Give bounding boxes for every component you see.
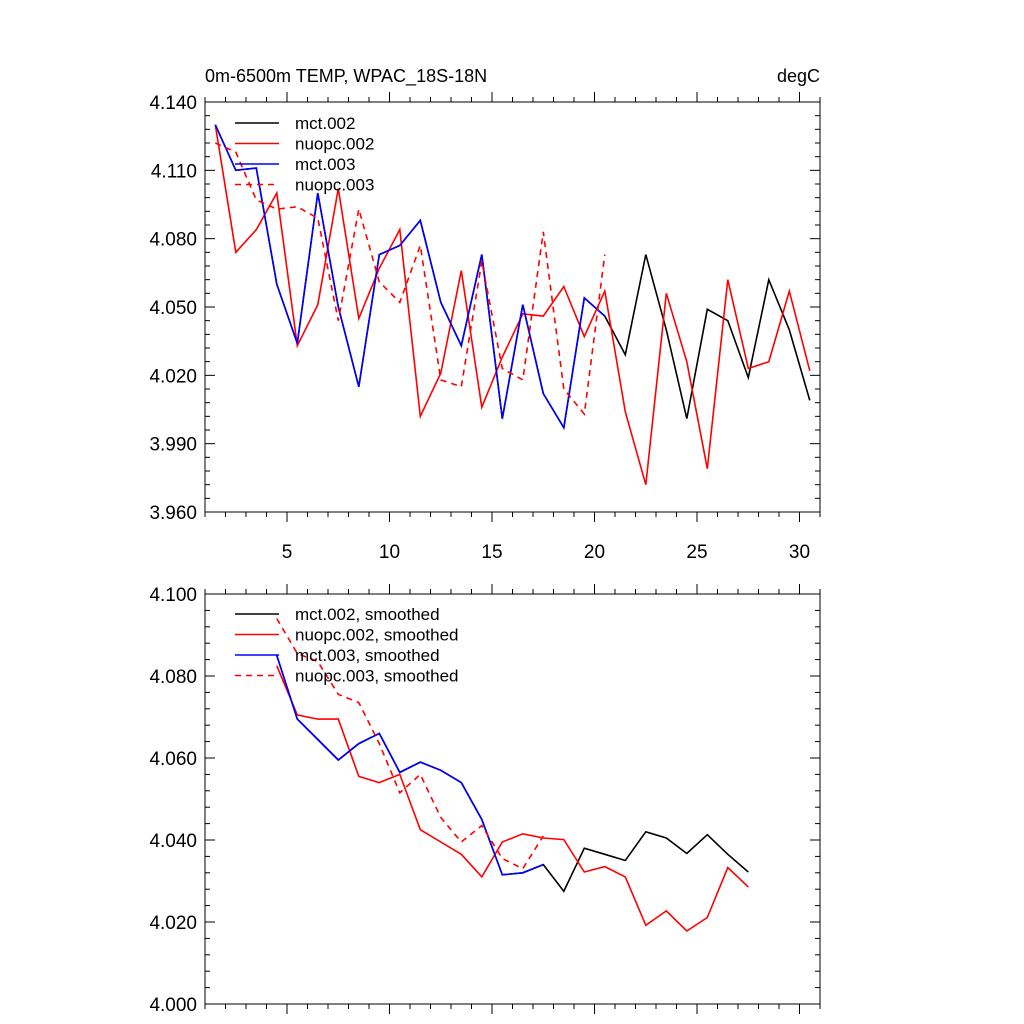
series-line-mct-003-smoothed	[276, 655, 544, 876]
series-line-nuopc-003-smoothed	[276, 618, 544, 870]
bottom-panel: 4.000 4.020 4.040 4.060 4.080 4.100 mct.002, …	[149, 584, 821, 1016]
y-tick-label: 4.110	[151, 161, 197, 182]
x-tick-label: 20	[584, 542, 605, 563]
x-tick-label: 10	[379, 542, 400, 563]
y-tick-label: 3.990	[149, 435, 197, 456]
series-line-nuopc-002-smoothed	[276, 665, 749, 933]
legend-label: mct.003, smoothed	[295, 646, 440, 665]
y-tick-label: 4.060	[149, 749, 197, 770]
y-tick-label: 4.080	[149, 667, 197, 688]
x-tick-label: 25	[686, 542, 707, 563]
y-tick-label: 4.020	[149, 913, 197, 934]
legend-label: mct.003	[295, 155, 355, 174]
x-tick-label: 15	[481, 542, 502, 563]
y-tick-label: 4.000	[149, 995, 197, 1016]
y-tick-label: 4.140	[149, 93, 197, 114]
bottom-panel-legend: mct.002, smoothed nuopc.002, smoothedmct.…	[235, 605, 459, 686]
y-tick-label: 4.050	[149, 298, 197, 319]
top-panel-series	[214, 124, 811, 485]
top-panel-title: 0m-6500m TEMP, WPAC_18S-18N	[205, 66, 487, 87]
x-tick-label: 30	[789, 542, 810, 563]
series-line-nuopc-003	[214, 142, 606, 417]
y-tick-label: 3.960	[149, 503, 197, 524]
series-line-mct-003	[214, 124, 606, 430]
legend-label: mct.002	[295, 114, 355, 133]
x-tick-label: 5	[282, 542, 293, 563]
legend-label: nuopc.003	[295, 176, 374, 195]
y-tick-label: 4.040	[149, 831, 197, 852]
legend-label: nuopc.002	[295, 135, 374, 154]
top-panel-axes: 3.960 3.990 4.020 4.050 4.080 4.110 4.140 5 10 15…	[149, 92, 821, 563]
legend-label: nuopc.002, smoothed	[295, 626, 459, 645]
legend-label: nuopc.003, smoothed	[295, 667, 459, 686]
top-panel: 0m-6500m TEMP, WPAC_18S-18N degC 3.9603.…	[149, 66, 821, 563]
bottom-panel-series	[276, 618, 749, 933]
y-tick-label: 4.020	[149, 366, 197, 387]
y-tick-label: 4.100	[149, 585, 197, 606]
bottom-panel-axes: 4.000 4.020 4.040 4.060 4.080 4.100	[149, 584, 821, 1016]
top-panel-units: degC	[777, 66, 820, 86]
series-line-nuopc-002	[214, 124, 811, 485]
y-tick-label: 4.080	[149, 230, 197, 251]
legend-label: mct.002, smoothed	[295, 605, 440, 624]
